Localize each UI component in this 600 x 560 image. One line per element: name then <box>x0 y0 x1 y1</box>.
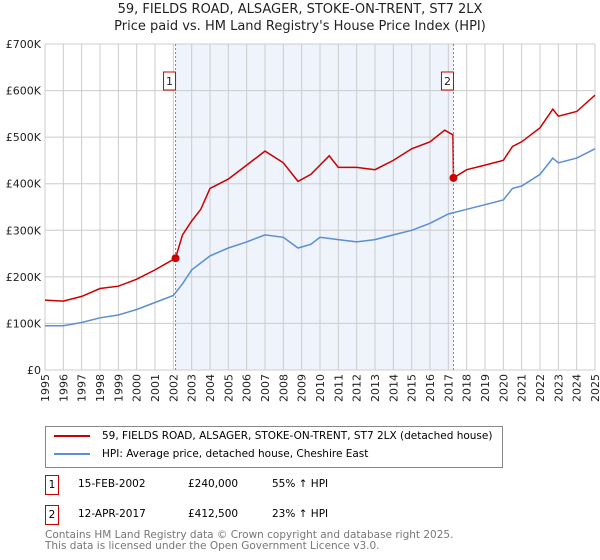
y-tick-label: £200K <box>6 271 42 284</box>
footer: Contains HM Land Registry data © Crown c… <box>45 530 453 552</box>
sale-label-box <box>163 71 177 91</box>
hpi-line <box>45 148 596 327</box>
x-tick-label: 2010 <box>314 374 327 402</box>
transaction-date: 15-FEB-2002 <box>78 478 146 490</box>
x-tick-label: 2017 <box>442 374 455 402</box>
x-tick-label: 1998 <box>94 374 107 402</box>
y-tick-label: £700K <box>6 38 42 51</box>
x-tick-label: 2014 <box>387 374 400 402</box>
x-tick-label: 2012 <box>351 374 364 402</box>
marker-box: 2 <box>45 505 59 525</box>
chart-title: 59, FIELDS ROAD, ALSAGER, STOKE-ON-TRENT… <box>117 2 483 17</box>
legend-red-line <box>54 435 90 437</box>
x-tick-label: 2024 <box>571 374 584 402</box>
legend: 59, FIELDS ROAD, ALSAGER, STOKE-ON-TRENT… <box>45 426 503 468</box>
x-tick-label: 1995 <box>39 374 52 402</box>
chart-plot: 1995 1996 1997 1998 1999 2000 2001 2002 2003 2004… <box>6 38 600 402</box>
x-tick-label: 2001 <box>149 374 162 402</box>
marker-box: 1 <box>45 475 59 495</box>
chart-subtitle: Price paid vs. HM Land Registry's House … <box>114 19 486 34</box>
x-tick-label: 2022 <box>534 374 547 402</box>
x-tick-label: 1997 <box>76 374 89 402</box>
transaction-hpi: 23% ↑ HPI <box>272 508 329 520</box>
x-tick-label: 2020 <box>497 374 510 402</box>
x-tick-label: 2003 <box>186 374 199 402</box>
property-price-line <box>44 94 596 302</box>
transaction-price: £412,500 <box>188 508 239 520</box>
x-tick-label: 2015 <box>406 374 419 402</box>
x-tick-label: 2007 <box>259 374 272 402</box>
transaction-hpi: 55% ↑ HPI <box>272 478 329 490</box>
x-tick-label: 1999 <box>112 374 125 402</box>
sale-point <box>449 173 458 182</box>
shaded-period <box>175 44 454 370</box>
x-tick-label: 2021 <box>516 374 529 402</box>
transaction-price: £240,000 <box>188 478 239 490</box>
legend-blue-line <box>54 453 90 455</box>
x-tick-label: 2004 <box>204 374 217 402</box>
sale-label: 2 <box>444 75 451 88</box>
x-tick-label: 2013 <box>369 374 382 402</box>
y-tick-label: £500K <box>6 131 42 144</box>
x-tick-label: 2016 <box>424 374 437 402</box>
x-tick-label: 2018 <box>461 374 474 402</box>
x-tick-label: 2019 <box>479 374 492 402</box>
y-tick-label: £600K <box>6 85 42 98</box>
y-tick-label: £300K <box>6 224 42 237</box>
x-tick-label: 2025 <box>589 374 600 402</box>
x-tick-label: 2008 <box>277 374 290 402</box>
sale-label: 1 <box>166 75 173 88</box>
x-tick-label: 2005 <box>222 374 235 402</box>
y-tick-label: £400K <box>6 178 42 191</box>
x-tick-label: 2000 <box>131 374 144 402</box>
footer-line: This data is licensed under the Open Gov… <box>45 540 380 552</box>
y-tick-label: £0 <box>27 364 41 377</box>
y-tick-label: £100K <box>6 317 42 330</box>
x-tick-label: 2011 <box>332 374 345 402</box>
x-tick-label: 2023 <box>552 374 565 402</box>
legend-label-hpi: HPI: Average price, detached house, Ches… <box>102 448 369 460</box>
x-tick-label: 2006 <box>241 374 254 402</box>
footer-line: Contains HM Land Registry data © Crown c… <box>45 529 454 541</box>
legend-label-property: 59, FIELDS ROAD, ALSAGER, STOKE-ON-TRENT… <box>102 430 493 442</box>
sale-point <box>171 254 180 263</box>
sale-label-box <box>440 71 454 91</box>
x-tick-label: 2002 <box>167 374 180 402</box>
x-tick-label: 1996 <box>57 374 70 402</box>
x-tick-label: 2009 <box>296 374 309 402</box>
transaction-date: 12-APR-2017 <box>78 508 146 520</box>
